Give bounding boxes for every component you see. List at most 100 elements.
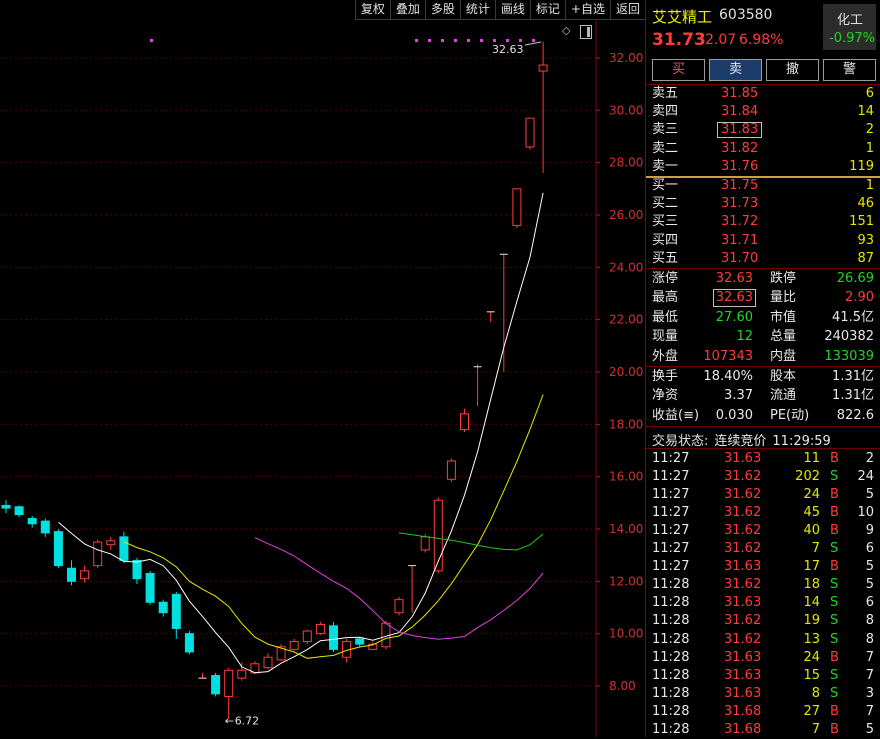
panel-toggle-icon[interactable]	[580, 25, 592, 39]
toolbar-button[interactable]: 复权	[354, 0, 390, 20]
candle-body	[93, 541, 103, 567]
tick-row[interactable]: 11:28 31.62 13 S 8	[646, 631, 880, 649]
toolbar-button[interactable]: 叠加	[389, 0, 425, 20]
tick-row[interactable]: 11:28 31.62 18 S 5	[646, 576, 880, 594]
candle[interactable]	[211, 672, 221, 697]
candle[interactable]	[1, 500, 11, 514]
tick-row[interactable]: 11:27 31.62 7 S 6	[646, 540, 880, 558]
tick-time: 11:27	[652, 469, 690, 485]
candle[interactable]	[158, 599, 168, 617]
toolbar-button[interactable]: +自选	[564, 0, 610, 20]
candle[interactable]	[512, 188, 522, 229]
ask-row[interactable]: 卖二 31.82 1	[646, 140, 880, 158]
candle[interactable]	[171, 591, 181, 639]
tick-price: 31.63	[724, 559, 762, 575]
ma-line	[254, 537, 544, 640]
tick-count: 8	[865, 631, 874, 647]
candle[interactable]	[80, 565, 90, 583]
bid-row[interactable]: 买四 31.71 93	[646, 232, 880, 250]
tick-row[interactable]: 11:27 31.62 45 B 10	[646, 504, 880, 522]
candle[interactable]	[289, 638, 299, 651]
candle[interactable]	[302, 629, 312, 645]
candle[interactable]	[394, 597, 404, 616]
alert-button[interactable]: 警	[823, 59, 876, 81]
candle[interactable]	[198, 672, 207, 679]
candle-body	[394, 599, 404, 614]
candle[interactable]	[184, 631, 194, 655]
tick-row[interactable]: 11:28 31.68 27 B 7	[646, 703, 880, 721]
sector-box[interactable]: 化工 -0.97%	[823, 4, 876, 50]
bid-row[interactable]: 买三 31.72 151	[646, 213, 880, 231]
candle[interactable]	[368, 641, 378, 650]
candle[interactable]	[408, 565, 417, 613]
level-volume: 46	[857, 196, 874, 212]
candle[interactable]	[486, 311, 495, 323]
tick-count: 7	[865, 703, 874, 719]
sell-button[interactable]: 卖	[709, 59, 762, 81]
tick-row[interactable]: 11:28 31.62 19 S 8	[646, 612, 880, 630]
tick-row[interactable]: 11:28 31.63 14 S 6	[646, 594, 880, 612]
tick-row[interactable]: 11:28 31.63 8 S 3	[646, 685, 880, 703]
candle[interactable]	[93, 539, 103, 569]
candle[interactable]	[460, 408, 469, 433]
tick-count: 6	[865, 595, 874, 611]
candle[interactable]	[67, 560, 76, 586]
tick-row[interactable]: 11:28 31.63 15 S 7	[646, 667, 880, 685]
tick-row[interactable]: 11:27 31.62 202 S 24	[646, 468, 880, 486]
stock-code: 603580	[719, 7, 773, 23]
candle[interactable]	[473, 364, 482, 407]
tick-row[interactable]: 11:27 31.63 11 B 2	[646, 450, 880, 468]
stat-label: 市值	[770, 309, 797, 325]
candle[interactable]	[224, 667, 234, 720]
toolbar-button[interactable]: 返回	[609, 0, 645, 20]
ask-row[interactable]: 卖三 31.83 2	[646, 121, 880, 139]
toolbar-button[interactable]: 标记	[529, 0, 565, 20]
ask-row[interactable]: 卖五 31.85 6	[646, 85, 880, 103]
panel-border	[645, 0, 646, 737]
diamond-icon[interactable]: ◇	[562, 24, 571, 37]
buy-button[interactable]: 买	[652, 59, 705, 81]
level-volume: 119	[849, 158, 874, 174]
kline-chart[interactable]: 32.00 30.00 28.00 26.00 24.00 22.00 20.00 18.00…	[0, 0, 645, 737]
candle[interactable]	[40, 518, 50, 537]
candle[interactable]	[106, 536, 116, 550]
tick-count: 5	[865, 577, 874, 593]
ask-row[interactable]: 卖四 31.84 14	[646, 103, 880, 121]
toolbar-button[interactable]: 画线	[494, 0, 530, 20]
level-label: 买一	[652, 178, 679, 193]
candle[interactable]	[446, 458, 456, 482]
candle[interactable]	[14, 505, 24, 518]
y-tick-label: 16.00	[609, 470, 643, 484]
candle[interactable]	[538, 41, 548, 174]
ask-row[interactable]: 卖一 31.76 119	[646, 158, 880, 176]
candle[interactable]	[525, 117, 535, 150]
tick-row[interactable]: 11:27 31.63 17 B 5	[646, 558, 880, 576]
level-label: 卖二	[652, 140, 679, 156]
candle[interactable]	[315, 621, 325, 635]
candle[interactable]	[276, 644, 286, 662]
bid-row[interactable]: 买一 31.75 1	[646, 177, 880, 195]
candle[interactable]	[145, 570, 155, 605]
candle[interactable]	[27, 515, 37, 528]
candle[interactable]	[329, 621, 338, 652]
candle[interactable]	[237, 662, 247, 681]
candle[interactable]	[355, 637, 365, 647]
candle[interactable]	[53, 529, 63, 569]
tick-row[interactable]: 11:27 31.62 24 B 5	[646, 486, 880, 504]
bid-row[interactable]: 买二 31.73 46	[646, 195, 880, 213]
candle[interactable]	[499, 253, 508, 372]
level-volume: 1	[865, 178, 874, 193]
tick-row[interactable]: 11:27 31.62 40 B 9	[646, 522, 880, 540]
tick-row[interactable]: 11:28 31.63 24 B 7	[646, 649, 880, 667]
candle[interactable]	[119, 531, 129, 564]
bid-row[interactable]: 买五 31.70 87	[646, 250, 880, 268]
tick-price: 31.62	[724, 487, 762, 503]
tick-row[interactable]: 11:28 31.68 7 B 5	[646, 721, 880, 739]
tick-count: 2	[865, 451, 874, 466]
tick-side: S	[830, 469, 839, 485]
toolbar-button[interactable]: 多股	[424, 0, 460, 20]
kline-svg[interactable]: 32.00 30.00 28.00 26.00 24.00 22.00 20.00 18.00…	[0, 0, 645, 737]
cancel-order-button[interactable]: 撤	[766, 59, 819, 81]
candle[interactable]	[263, 653, 273, 669]
toolbar-button[interactable]: 统计	[459, 0, 495, 20]
